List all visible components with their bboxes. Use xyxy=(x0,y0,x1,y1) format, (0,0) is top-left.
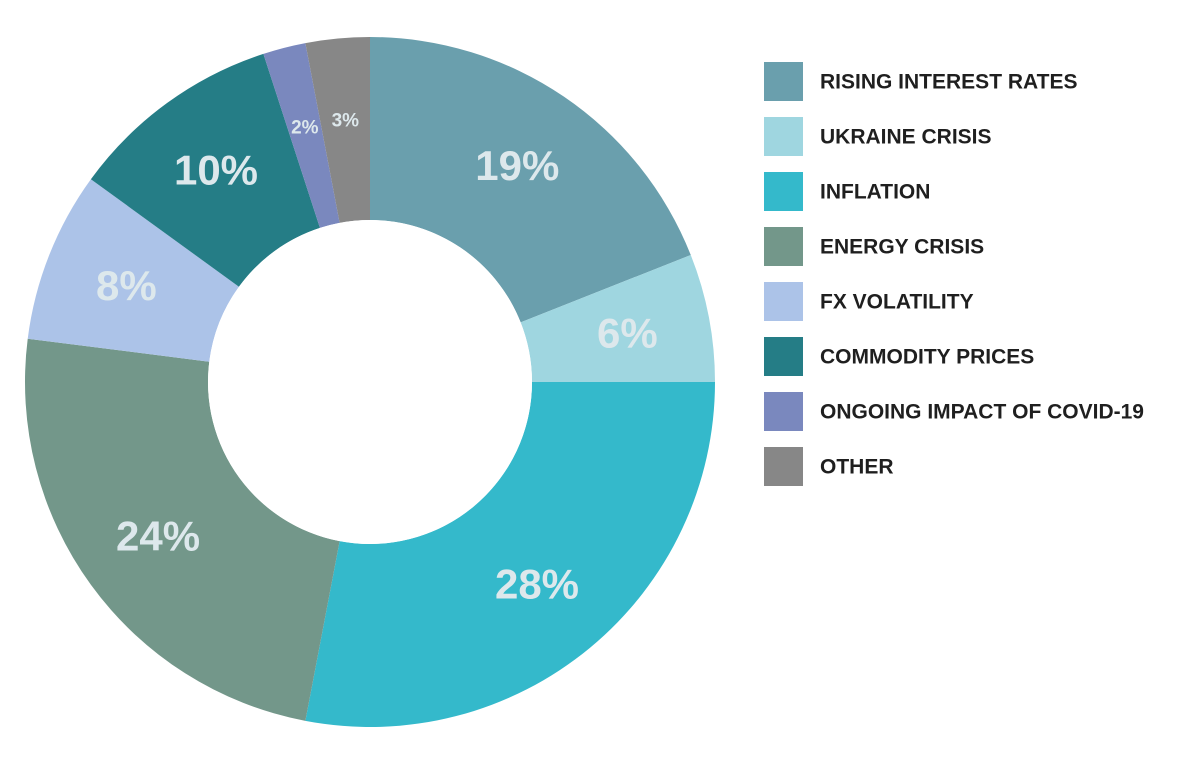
value-label-other: 3% xyxy=(332,111,360,132)
slice-other xyxy=(305,37,370,223)
legend-swatch-commodity-prices xyxy=(764,337,803,376)
legend-label-commodity-prices: COMMODITY PRICES xyxy=(820,346,1034,369)
legend-swatch-fx-volatility xyxy=(764,282,803,321)
value-label-rising-interest-rates: 19% xyxy=(475,142,559,189)
legend-label-inflation: INFLATION xyxy=(820,181,930,204)
slice-commodity-prices xyxy=(90,53,320,287)
legend-swatch-ukraine-crisis xyxy=(764,117,803,156)
slice-labels: 19% 6% 28% 24% 8% 10% 2% 3% xyxy=(96,111,658,608)
value-label-inflation: 28% xyxy=(495,560,579,607)
legend-label-rising-interest-rates: RISING INTEREST RATES xyxy=(820,71,1077,94)
value-label-ukraine-crisis: 6% xyxy=(597,309,658,356)
value-label-fx-volatility: 8% xyxy=(96,262,157,309)
legend-swatch-inflation xyxy=(764,172,803,211)
slice-inflation xyxy=(305,382,715,727)
legend-swatch-energy-crisis xyxy=(764,227,803,266)
value-label-ongoing-impact-of-covid-19: 2% xyxy=(291,118,319,139)
slice-rising-interest-rates xyxy=(370,37,691,323)
legend-swatch-rising-interest-rates xyxy=(764,62,803,101)
legend-label-ongoing-impact-of-covid-19: ONGOING IMPACT OF COVID-19 xyxy=(820,401,1144,424)
legend: RISING INTEREST RATES UKRAINE CRISIS INFLA… xyxy=(764,62,1144,486)
slice-ongoing-impact-of-covid-19 xyxy=(263,43,340,228)
legend-swatch-ongoing-impact-of-covid-19 xyxy=(764,392,803,431)
legend-label-fx-volatility: FX VOLATILITY xyxy=(820,291,974,314)
legend-swatch-other xyxy=(764,447,803,486)
donut-hole xyxy=(208,220,532,544)
value-label-commodity-prices: 10% xyxy=(174,147,258,194)
legend-label-ukraine-crisis: UKRAINE CRISIS xyxy=(820,126,992,149)
donut-slices xyxy=(24,37,715,727)
legend-label-other: OTHER xyxy=(820,456,894,479)
value-label-energy-crisis: 24% xyxy=(116,512,200,559)
slice-fx-volatility xyxy=(27,179,239,362)
legend-label-energy-crisis: ENERGY CRISIS xyxy=(820,236,984,259)
slice-energy-crisis xyxy=(24,338,340,721)
slice-ukraine-crisis xyxy=(520,254,715,382)
